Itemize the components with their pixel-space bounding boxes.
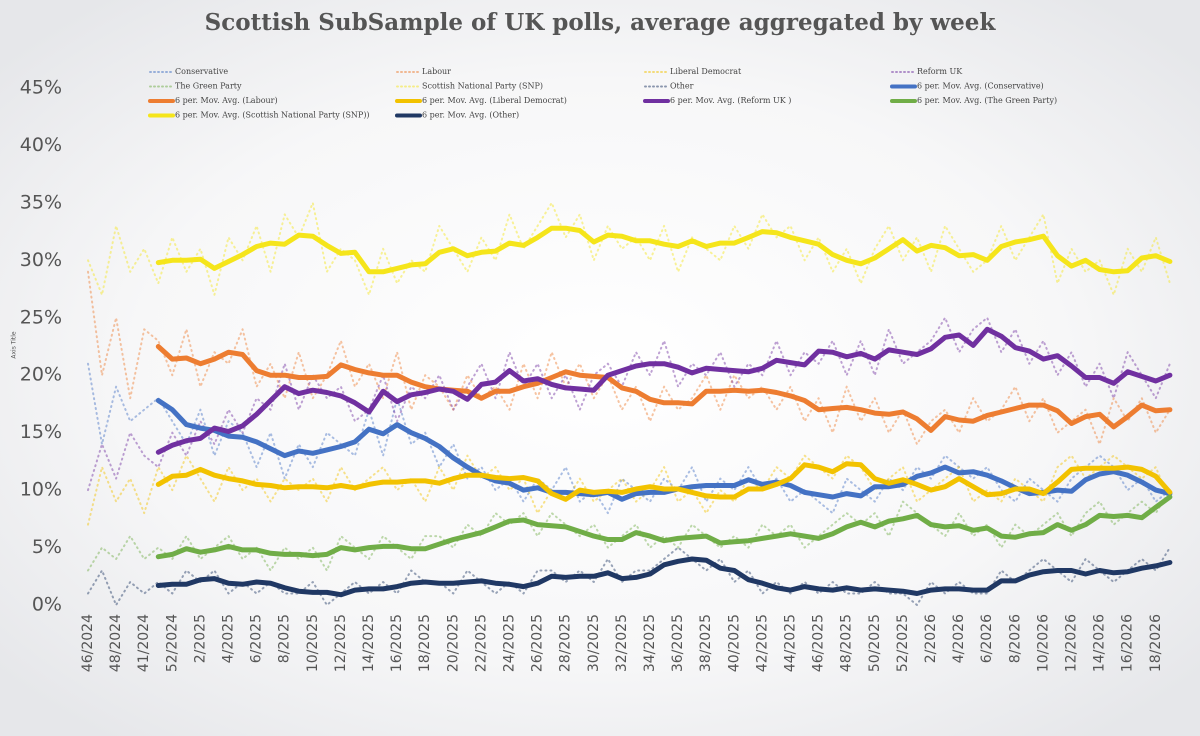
moving-average-line <box>155 461 1173 502</box>
x-tick-label: 42/2025 <box>754 614 770 672</box>
x-tick-label: 44/2025 <box>783 614 799 672</box>
legend-label: Liberal Democrat <box>670 67 742 76</box>
x-tick-label: 8/2026 <box>1007 614 1023 663</box>
y-tick-label: 35% <box>20 191 62 213</box>
moving-average-line <box>155 326 1173 455</box>
x-tick-label: 40/2025 <box>726 614 742 672</box>
moving-average-line <box>155 556 1173 598</box>
x-tick-label: 38/2025 <box>698 614 714 672</box>
legend-label: 6 per. Mov. Avg. (Labour) <box>175 96 278 105</box>
legend-label: Scottish National Party (SNP) <box>422 82 543 91</box>
x-tick-label: 22/2025 <box>473 614 489 672</box>
x-tick-label: 34/2025 <box>642 614 658 672</box>
legend-label: Labour <box>422 67 451 76</box>
x-tick-label: 52/2024 <box>164 614 180 672</box>
x-tick-label: 14/2026 <box>1092 614 1108 672</box>
x-tick-label: 50/2025 <box>867 614 883 672</box>
x-tick-label: 14/2025 <box>361 614 377 672</box>
x-tick-label: 30/2025 <box>586 614 602 672</box>
legend-label: 6 per. Mov. Avg. (Scottish National Part… <box>175 111 370 120</box>
x-tick-label: 52/2025 <box>895 614 911 672</box>
x-tick-label: 2/2025 <box>192 614 208 663</box>
moving-average-line <box>155 398 1173 502</box>
x-tick-label: 8/2025 <box>277 614 293 663</box>
y-axis-title: Axis Title <box>11 331 18 359</box>
legend-label: Other <box>670 82 694 91</box>
x-tick-label: 18/2025 <box>417 614 433 672</box>
y-tick-label: 20% <box>20 364 62 386</box>
legend-label: 6 per. Mov. Avg. (Liberal Democrat) <box>422 96 567 105</box>
x-tick-label: 6/2025 <box>249 614 265 663</box>
x-tick-label: 10/2025 <box>305 614 321 672</box>
x-tick-label: 20/2025 <box>445 614 461 672</box>
legend-label: Reform UK <box>917 67 963 76</box>
legend-label: 6 per. Mov. Avg. (Other) <box>422 111 519 120</box>
x-tick-label: 12/2025 <box>333 614 349 672</box>
x-tick-label: 48/2025 <box>839 614 855 672</box>
x-tick-label: 24/2025 <box>502 614 518 672</box>
raw-line <box>87 362 1171 515</box>
legend-label: 6 per. Mov. Avg. (The Green Party) <box>917 96 1057 105</box>
x-tick-label: 36/2025 <box>670 614 686 672</box>
y-tick-label: 0% <box>32 594 62 616</box>
x-tick-label: 41/2024 <box>136 614 152 672</box>
raw-line <box>87 270 1171 446</box>
y-tick-label: 10% <box>20 479 62 501</box>
chart-title: Scottish SubSample of UK polls, average … <box>205 9 997 36</box>
x-tick-label: 12/2026 <box>1064 614 1080 672</box>
legend-label: 6 per. Mov. Avg. (Conservative) <box>917 82 1044 91</box>
y-tick-label: 25% <box>20 306 62 328</box>
x-tick-label: 48/2024 <box>108 614 124 672</box>
y-tick-label: 30% <box>20 249 62 271</box>
legend-label: 6 per. Mov. Avg. (Reform UK ) <box>670 96 791 105</box>
x-tick-label: 26/2025 <box>530 614 546 672</box>
legend-label: Conservative <box>175 67 228 76</box>
y-tick-label: 5% <box>32 536 62 558</box>
x-tick-label: 4/2025 <box>221 614 237 663</box>
x-tick-label: 46/2025 <box>811 614 827 672</box>
moving-average-line <box>155 494 1173 560</box>
moving-average-line <box>155 225 1173 275</box>
x-tick-label: 2/2026 <box>923 614 939 663</box>
legend-label: The Green Party <box>175 82 242 91</box>
y-tick-label: 15% <box>20 421 62 443</box>
x-tick-label: 46/2024 <box>80 614 96 672</box>
x-tick-label: 28/2025 <box>558 614 574 672</box>
x-tick-label: 6/2026 <box>979 614 995 663</box>
x-tick-label: 16/2025 <box>389 614 405 672</box>
x-tick-label: 10/2026 <box>1035 614 1051 672</box>
x-tick-label: 16/2026 <box>1120 614 1136 672</box>
x-tick-label: 18/2026 <box>1148 614 1164 672</box>
y-tick-label: 40% <box>20 134 62 156</box>
moving-average-line <box>155 344 1173 433</box>
y-tick-label: 45% <box>20 77 62 99</box>
x-tick-label: 32/2025 <box>614 614 630 672</box>
x-tick-label: 4/2026 <box>951 614 967 663</box>
